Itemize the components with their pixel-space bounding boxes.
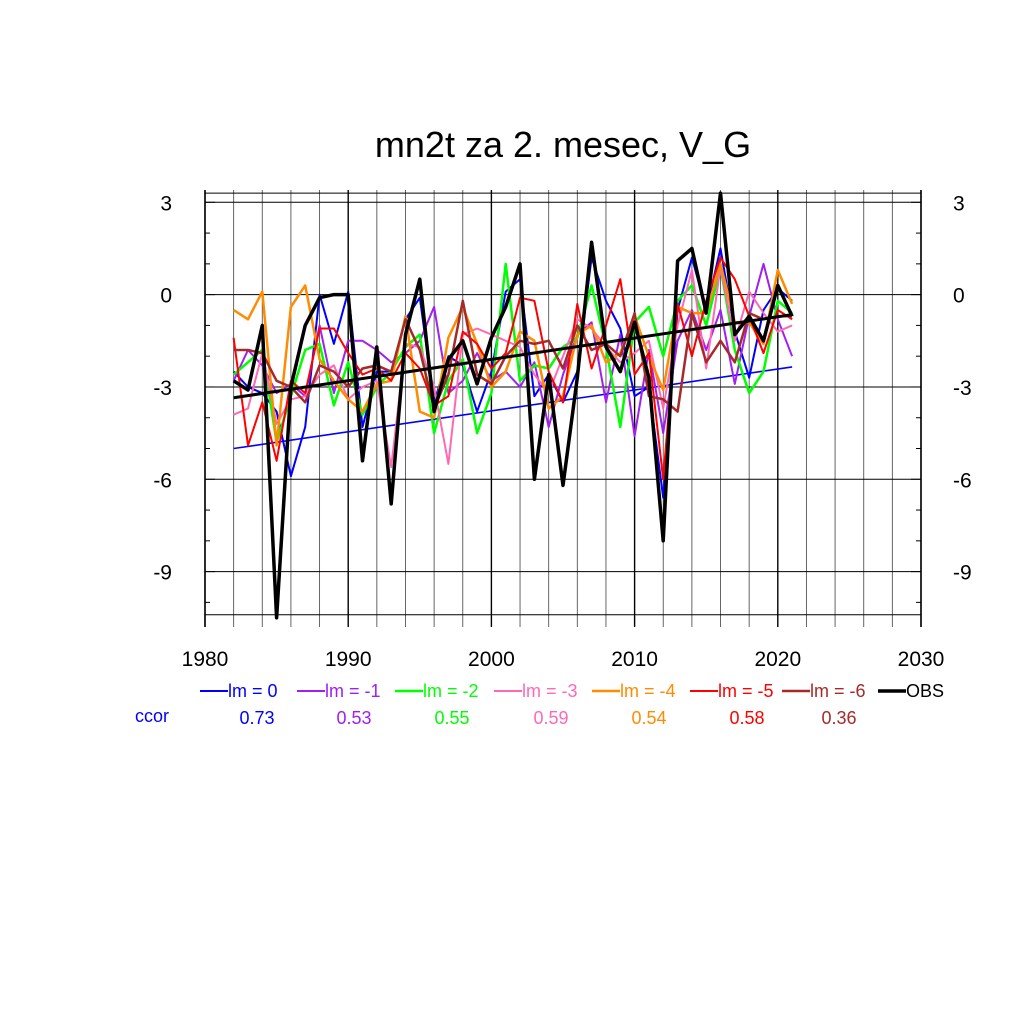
legend-label-3: lm = -3 [522,681,578,701]
legend-ccor-1: 0.53 [336,708,371,728]
x-tick-label: 2000 [468,648,515,671]
legend-label-5: lm = -5 [718,681,774,701]
ccor-label: ccor [135,706,169,726]
legend-ccor-5: 0.58 [729,708,764,728]
x-tick-label: 1990 [325,648,372,671]
y-tick-label-right: -3 [953,377,972,400]
legend-label-4: lm = -4 [620,681,676,701]
y-tick-label-left: 3 [160,192,172,215]
legend-label-2: lm = -2 [423,681,479,701]
trend-line-7 [233,313,793,400]
y-tick-label-right: 0 [953,285,965,308]
legend-ccor-3: 0.59 [533,708,568,728]
legend-ccor-4: 0.54 [631,708,666,728]
y-axis-ticks: 3 3 0 0 -3 -3 -6 -6 -9 -9 [153,192,972,603]
legend-ccor-2: 0.55 [434,708,469,728]
legend-label-6: lm = -6 [810,681,866,701]
legend-label-7: OBS [906,681,944,701]
x-tick-label: 2010 [611,648,658,671]
grid-lines [204,190,922,627]
legend-label-0: lm = 0 [228,681,278,701]
y-tick-label-left: -6 [153,469,172,492]
chart-title: mn2t za 2. mesec, V_G [375,124,751,165]
series-line-6 [233,299,793,413]
y-tick-label-left: -3 [153,377,172,400]
y-tick-label-left: -9 [153,562,172,585]
x-tick-label: 2030 [898,648,945,671]
x-tick-label: 2020 [754,648,801,671]
x-tick-label: 1980 [182,648,229,671]
legend-label-1: lm = -1 [325,681,381,701]
y-tick-label-left: 0 [160,285,172,308]
y-tick-label-right: -9 [953,562,972,585]
y-tick-label-right: 3 [953,192,965,215]
plot-frame [204,190,922,627]
legend-ccor-0: 0.73 [239,708,274,728]
series-line-4 [232,262,794,447]
plot-area [232,191,794,620]
legend-ccor-6: 0.36 [821,708,856,728]
series-line-7 [232,191,794,620]
legend: lm = 0 0.73 lm = -1 0.53 lm = -2 0.55 lm = -3 0… [135,681,944,728]
y-tick-label-right: -6 [953,469,972,492]
x-axis-ticks: 1980 1990 2000 2010 2020 2030 [182,648,945,671]
trend-line-0 [233,366,793,450]
